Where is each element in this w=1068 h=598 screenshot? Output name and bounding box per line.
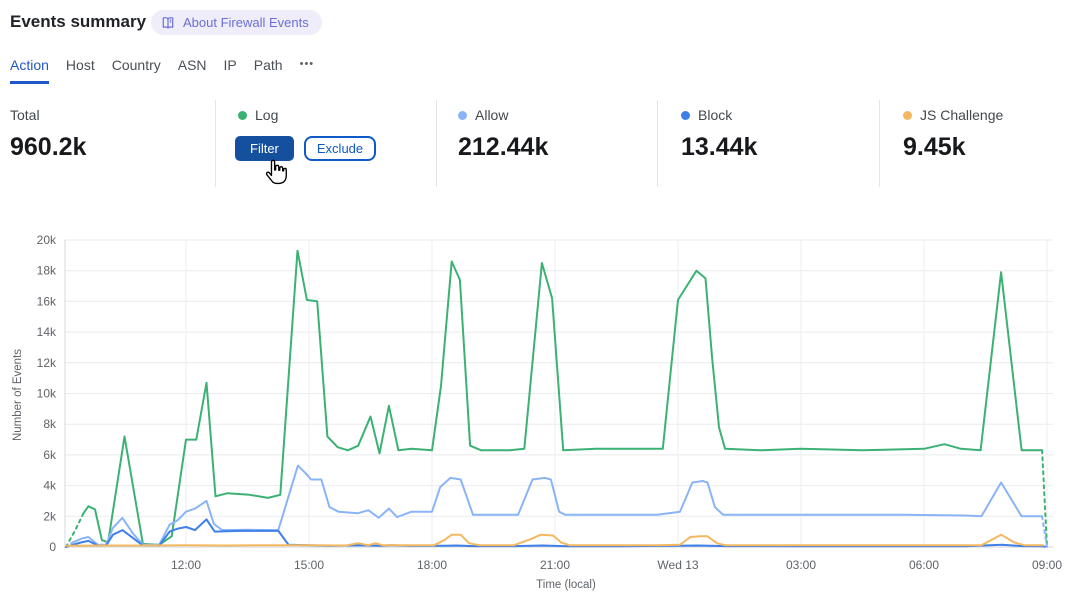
x-tick-label: Wed 13 — [657, 558, 698, 572]
x-axis-title: Time (local) — [536, 579, 596, 591]
x-tick-label: 18:00 — [417, 558, 447, 572]
tab-bar: Action Host Country ASN IP Path ••• — [10, 57, 314, 84]
stat-divider — [879, 100, 880, 187]
stat-label-js-challenge: JS Challenge — [920, 107, 1004, 123]
y-tick-label: 16k — [37, 294, 57, 308]
y-tick-label: 20k — [37, 233, 57, 247]
stat-column-allow: Allow 212.44k — [458, 106, 668, 162]
tab-overflow-menu[interactable]: ••• — [299, 58, 315, 70]
stat-value-total: 960.2k — [10, 133, 87, 161]
stat-value-block: 13.44k — [681, 133, 758, 161]
y-tick-label: 12k — [37, 356, 57, 370]
stat-value-allow: 212.44k — [458, 133, 549, 161]
y-tick-label: 0 — [49, 540, 56, 554]
series-line-allow — [1041, 515, 1048, 548]
stat-divider — [215, 100, 216, 187]
page-title: Events summary — [10, 12, 147, 31]
y-tick-label: 10k — [37, 387, 57, 401]
x-tick-label: 15:00 — [294, 558, 324, 572]
series-line-js-challenge — [64, 533, 1044, 547]
x-tick-label: 03:00 — [786, 558, 816, 572]
stat-label-total: Total — [10, 107, 40, 123]
y-tick-label: 6k — [43, 448, 57, 462]
legend-dot-js-challenge — [903, 110, 912, 120]
tab-path[interactable]: Path — [253, 57, 283, 73]
y-tick-label: 8k — [43, 417, 57, 431]
stat-label-block: Block — [698, 107, 733, 123]
stat-divider — [436, 100, 437, 187]
y-tick-label: 14k — [37, 325, 57, 339]
y-tick-label: 2k — [43, 509, 57, 523]
stat-column-log: Log Filter Exclude — [235, 106, 448, 161]
x-tick-label: 06:00 — [909, 558, 939, 572]
stat-column-js-challenge: JS Challenge 9.45k — [903, 106, 1068, 162]
legend-dot-log — [238, 110, 247, 120]
stat-value-js-challenge: 9.45k — [903, 133, 966, 161]
x-tick-label: 09:00 — [1032, 558, 1062, 572]
y-tick-label: 4k — [43, 479, 57, 493]
y-axis-title: Number of Events — [12, 348, 24, 442]
stat-column-total: Total 960.2k — [10, 106, 220, 162]
stat-label-allow: Allow — [475, 107, 509, 123]
filter-button[interactable]: Filter — [235, 136, 294, 161]
stat-label-log: Log — [255, 107, 279, 123]
tab-host[interactable]: Host — [65, 57, 95, 73]
about-badge-label: About Firewall Events — [183, 15, 309, 30]
tab-ip[interactable]: IP — [223, 57, 237, 73]
tab-action[interactable]: Action — [10, 57, 49, 84]
series-line-log — [64, 512, 85, 548]
series-line-allow — [64, 542, 73, 548]
tab-country[interactable]: Country — [111, 57, 161, 73]
legend-dot-allow — [458, 110, 467, 120]
series-line-block — [1041, 545, 1048, 548]
legend-dot-block — [681, 110, 690, 120]
y-tick-label: 18k — [37, 264, 57, 278]
x-tick-label: 12:00 — [171, 558, 201, 572]
about-firewall-events-badge[interactable]: About Firewall Events — [151, 10, 322, 35]
exclude-button[interactable]: Exclude — [303, 136, 377, 161]
series-line-log — [1041, 449, 1048, 548]
book-icon — [160, 15, 176, 31]
mouse-cursor-icon — [261, 159, 288, 192]
x-tick-label: 21:00 — [540, 558, 570, 572]
series-line-log — [82, 249, 1044, 546]
stat-divider — [657, 100, 658, 187]
tab-asn[interactable]: ASN — [177, 57, 207, 73]
series-line-allow — [70, 464, 1044, 546]
series-line-block — [70, 518, 1044, 548]
series-line-block — [64, 544, 73, 548]
stat-column-block: Block 13.44k — [681, 106, 891, 162]
